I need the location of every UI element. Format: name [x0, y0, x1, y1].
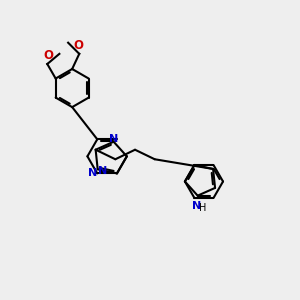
Text: N: N	[88, 168, 98, 178]
Text: H: H	[199, 202, 206, 213]
Text: N: N	[192, 201, 202, 212]
Text: N: N	[98, 166, 107, 176]
Text: O: O	[44, 50, 54, 62]
Text: N: N	[109, 134, 118, 143]
Text: O: O	[73, 39, 83, 52]
